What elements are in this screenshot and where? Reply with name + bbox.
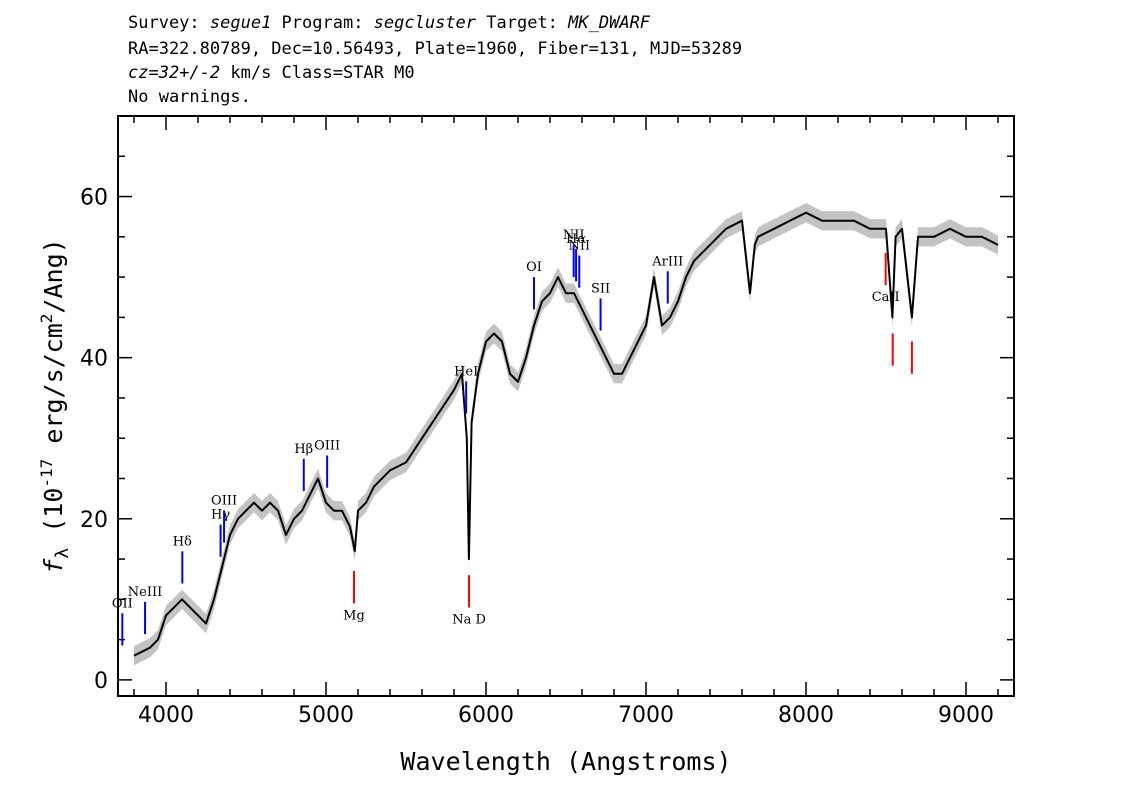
emission-line-label: NII [563,228,585,243]
y-tick-label: 60 [80,186,108,211]
emission-line-label: OIII [314,438,340,453]
spectrum-line [133,211,999,657]
y-tick-label: 40 [80,347,108,372]
plot-layer [133,203,999,666]
emission-line-label: OIII [211,493,237,508]
header-line-4: No warnings. [128,87,251,107]
header-block: Survey: segue1 Program: segcluster Targe… [128,13,742,107]
y-tick-label: 20 [80,508,108,533]
x-tick-label: 7000 [618,703,674,728]
x-tick-label: 8000 [778,703,834,728]
emission-line-label: Hδ [173,534,192,549]
x-tick-label: 5000 [298,703,354,728]
y-tick-label: 0 [94,669,108,694]
emission-line-label: SII [591,281,610,296]
absorption-line-label: Mg [343,608,365,623]
x-tick-label: 4000 [138,703,194,728]
header-line-1: Survey: segue1 Program: segcluster Targe… [128,13,651,33]
absorption-line-label: CaII [872,290,900,305]
emission-line-label: ArIII [651,254,683,269]
header-line-3: cz=32+/-2 km/s Class=STAR M0 [128,63,415,83]
emission-line-label: NII [568,239,590,254]
ticks-layer: 4000 5000 6000 7000 8000 9000 0 20 40 60 [80,115,1014,728]
emission-line-label: Hβ [294,442,313,457]
emission-line-label: Hγ [211,508,230,523]
x-axis-label: Wavelength (Angstroms) [400,747,731,776]
emission-line-label: OI [526,260,542,275]
emission-line-label: NeIII [128,585,162,600]
x-tick-label: 9000 [938,703,994,728]
emission-line-label: Hα [566,232,586,247]
y-axis-label: fλ (10-17 erg/s/cm2/Ang) [37,238,73,573]
absorption-line-label: Na D [452,612,486,627]
emission-line-label: HeI [454,364,478,379]
emission-line-label: OII [112,596,133,611]
error-band [134,203,998,666]
plot-frame [117,115,1015,697]
x-tick-label: 6000 [458,703,514,728]
header-line-2: RA=322.80789, Dec=10.56493, Plate=1960, … [128,39,742,59]
